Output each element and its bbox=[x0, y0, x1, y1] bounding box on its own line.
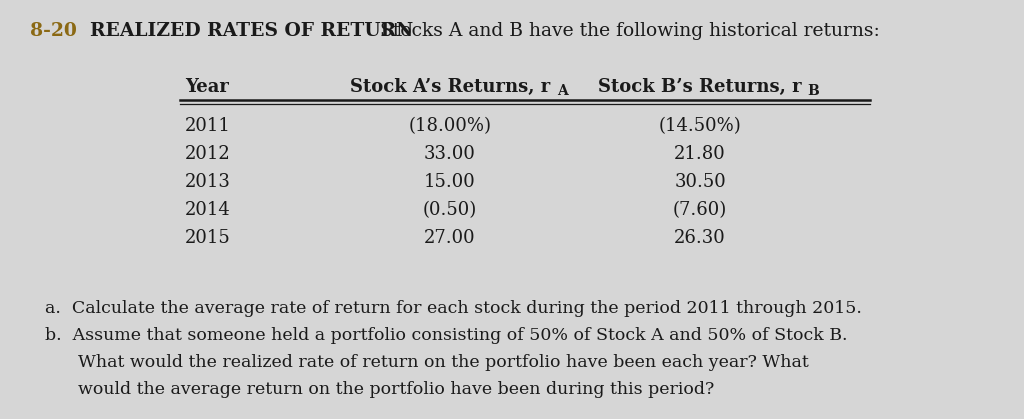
Text: would the average return on the portfolio have been during this period?: would the average return on the portfoli… bbox=[45, 381, 715, 398]
Text: 8-20: 8-20 bbox=[30, 22, 77, 40]
Text: 33.00: 33.00 bbox=[424, 145, 476, 163]
Text: 2012: 2012 bbox=[185, 145, 230, 163]
Text: Stock A’s Returns, r: Stock A’s Returns, r bbox=[350, 78, 550, 96]
Text: Year: Year bbox=[185, 78, 229, 96]
Text: (7.60): (7.60) bbox=[673, 201, 727, 219]
Text: Stocks A and B have the following historical returns:: Stocks A and B have the following histor… bbox=[380, 22, 880, 40]
Text: (18.00%): (18.00%) bbox=[409, 117, 492, 135]
Text: 21.80: 21.80 bbox=[674, 145, 726, 163]
Text: b.  Assume that someone held a portfolio consisting of 50% of Stock A and 50% of: b. Assume that someone held a portfolio … bbox=[45, 327, 848, 344]
Text: A: A bbox=[557, 84, 567, 98]
Text: 26.30: 26.30 bbox=[674, 229, 726, 247]
Text: 2014: 2014 bbox=[185, 201, 230, 219]
Text: (14.50%): (14.50%) bbox=[658, 117, 741, 135]
Text: 2015: 2015 bbox=[185, 229, 230, 247]
Text: 2013: 2013 bbox=[185, 173, 230, 191]
Text: 2011: 2011 bbox=[185, 117, 230, 135]
Text: REALIZED RATES OF RETURN: REALIZED RATES OF RETURN bbox=[90, 22, 414, 40]
Text: What would the realized rate of return on the portfolio have been each year? Wha: What would the realized rate of return o… bbox=[45, 354, 809, 371]
Text: 15.00: 15.00 bbox=[424, 173, 476, 191]
Text: a.  Calculate the average rate of return for each stock during the period 2011 t: a. Calculate the average rate of return … bbox=[45, 300, 862, 317]
Text: B: B bbox=[807, 84, 819, 98]
Text: 30.50: 30.50 bbox=[674, 173, 726, 191]
Text: (0.50): (0.50) bbox=[423, 201, 477, 219]
Text: 27.00: 27.00 bbox=[424, 229, 476, 247]
Text: Stock B’s Returns, r: Stock B’s Returns, r bbox=[598, 78, 802, 96]
